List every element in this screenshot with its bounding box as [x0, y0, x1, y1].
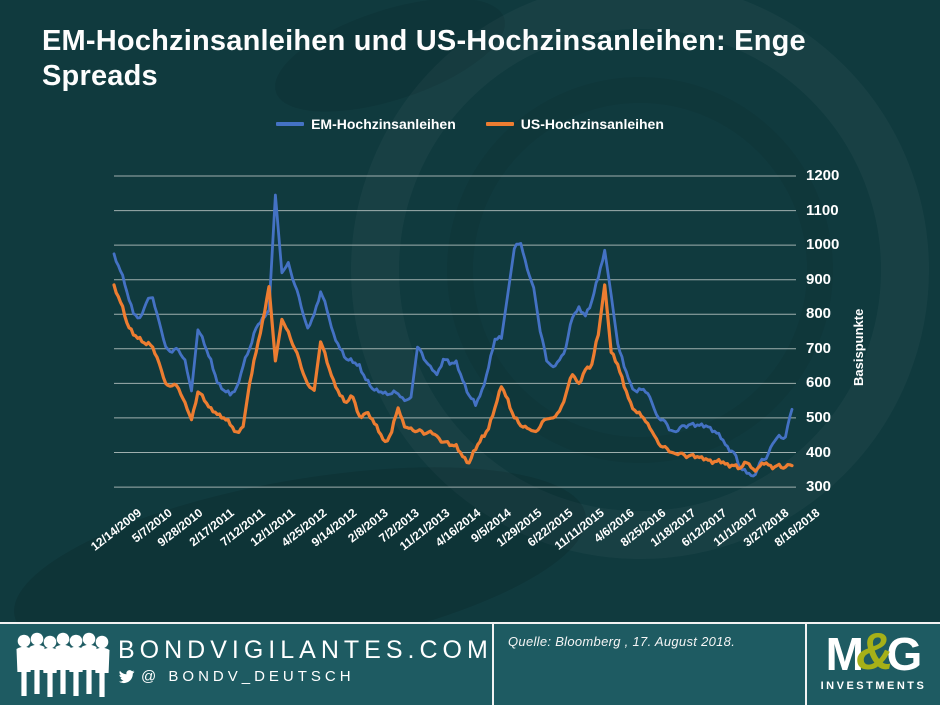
bondvigilantes-site-text: BONDVIGILANTES.COM — [118, 636, 493, 664]
legend-label-em: EM-Hochzinsanleihen — [311, 116, 456, 132]
mg-logo-m: M — [825, 628, 864, 680]
footer-divider-left — [492, 624, 494, 705]
y-tick-label: 800 — [806, 305, 832, 323]
footer-divider-right — [805, 624, 807, 705]
y-tick-label: 900 — [806, 270, 832, 288]
y-tick-label: 1200 — [806, 167, 840, 184]
y-tick-label: 600 — [806, 374, 832, 392]
footer-brand-section: BONDVIGILANTES.COM @ BONDV_DEUTSCH — [0, 624, 492, 705]
y-tick-label: 400 — [806, 443, 832, 461]
twitter-bird-icon — [118, 669, 135, 683]
mg-investments-logo: M & G INVESTMENTS — [807, 623, 940, 692]
y-tick-label: 700 — [806, 339, 832, 357]
mg-logo-ampersand: & — [855, 623, 894, 681]
twitter-handle-text: @ BONDV_DEUTSCH — [141, 668, 355, 685]
y-axis-title: Basispunkte — [851, 308, 866, 386]
us-line-swatch-icon — [485, 122, 514, 126]
y-tick-label: 1100 — [806, 201, 839, 219]
footer-source-section: Quelle: Bloomberg , 17. August 2018. — [494, 624, 805, 705]
footer-logo-section: M & G INVESTMENTS — [807, 624, 940, 705]
legend-item-em: EM-Hochzinsanleihen — [276, 116, 456, 132]
mg-logo-investments-text: INVESTMENTS — [820, 680, 927, 692]
bondvigilantes-brand: BONDVIGILANTES.COM @ BONDV_DEUTSCH — [118, 636, 493, 685]
y-tick-label: 500 — [806, 408, 832, 426]
mg-logo-g: G — [886, 628, 923, 680]
us-hochzinsanleihen-line — [112, 283, 794, 473]
footer-bar: BONDVIGILANTES.COM @ BONDV_DEUTSCH Quell… — [0, 622, 940, 705]
em-line-swatch-icon — [276, 122, 305, 126]
chart-legend: EM-Hochzinsanleihen US-Hochzinsanleihen — [0, 116, 940, 132]
people-silhouettes-icon — [16, 632, 110, 697]
y-tick-label: 300 — [806, 478, 832, 496]
page-title: EM-Hochzinsanleihen und US-Hochzinsanlei… — [42, 25, 806, 93]
y-tick-label: 1000 — [806, 236, 840, 254]
legend-item-us: US-Hochzinsanleihen — [485, 116, 664, 132]
em-hochzinsanleihen-line — [112, 193, 794, 478]
source-text: Quelle: Bloomberg , 17. August 2018. — [508, 634, 736, 649]
legend-label-us: US-Hochzinsanleihen — [520, 116, 664, 132]
